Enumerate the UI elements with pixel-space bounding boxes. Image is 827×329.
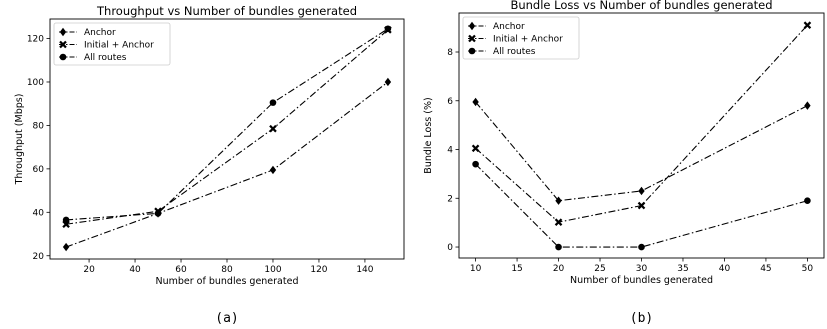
data-point bbox=[269, 124, 277, 133]
x-tick-label: 45 bbox=[760, 264, 771, 274]
legend-marker bbox=[468, 21, 476, 31]
y-tick-label: 100 bbox=[27, 78, 44, 88]
x-tick-label: 60 bbox=[175, 265, 187, 275]
data-point bbox=[62, 216, 70, 224]
legend-label: Anchor bbox=[493, 22, 525, 32]
plot-area bbox=[458, 12, 825, 259]
chart-bundle-loss: Bundle Loss vs Number of bundles generat… bbox=[423, 0, 825, 326]
plot-area bbox=[49, 18, 405, 260]
y-tick-label: 6 bbox=[447, 97, 453, 107]
chart-title: Throughput vs Number of bundles generate… bbox=[96, 4, 357, 18]
y-tick-label: 80 bbox=[33, 122, 45, 132]
series-anchor bbox=[62, 77, 392, 252]
data-point bbox=[638, 243, 645, 251]
x-tick-label: 10 bbox=[470, 264, 482, 274]
series-line bbox=[66, 28, 389, 221]
legend-marker bbox=[468, 34, 476, 43]
x-axis-label: Number of bundles generated bbox=[156, 276, 299, 287]
data-point bbox=[471, 144, 480, 153]
legend-box bbox=[462, 16, 580, 60]
x-tick-label: 40 bbox=[719, 264, 731, 274]
x-tick-label: 35 bbox=[677, 264, 688, 274]
x-tick-label: 80 bbox=[221, 265, 233, 275]
legend-marker bbox=[59, 40, 67, 49]
x-tick-label: 25 bbox=[594, 264, 605, 274]
y-tick-label: 60 bbox=[33, 165, 45, 175]
y-tick-label: 20 bbox=[33, 252, 45, 262]
data-point bbox=[803, 21, 812, 29]
data-point bbox=[804, 197, 811, 205]
chart-title: Bundle Loss vs Number of bundles generat… bbox=[510, 0, 772, 12]
data-point bbox=[554, 218, 563, 226]
series-all-routes bbox=[62, 25, 392, 224]
legend-label: Initial + Anchor bbox=[84, 41, 154, 51]
legend: Anchor Initial + Anchor All routes bbox=[53, 22, 171, 66]
legend-marker bbox=[59, 53, 67, 61]
x-axis-label: Number of bundles generated bbox=[570, 275, 713, 286]
legend-marker bbox=[59, 27, 67, 37]
y-tick-label: 40 bbox=[33, 209, 45, 219]
data-point bbox=[804, 101, 811, 110]
series-line bbox=[65, 81, 389, 248]
data-point bbox=[269, 165, 277, 175]
legend-entry: Initial + Anchor bbox=[468, 34, 563, 45]
x-tick-label: 20 bbox=[553, 264, 565, 274]
x-tick-label: 30 bbox=[636, 264, 648, 274]
series-line bbox=[66, 29, 389, 225]
legend-entry: Initial + Anchor bbox=[59, 40, 154, 51]
y-tick-label: 0 bbox=[447, 243, 453, 253]
legend-entry: Anchor bbox=[468, 21, 525, 32]
data-point bbox=[154, 210, 162, 217]
data-point bbox=[472, 160, 479, 168]
x-tick-label: 100 bbox=[264, 265, 281, 275]
data-point bbox=[269, 99, 277, 106]
data-point bbox=[637, 201, 646, 210]
data-point bbox=[384, 77, 392, 87]
legend-label: All routes bbox=[84, 53, 127, 63]
legend: Anchor Initial + Anchor All routes bbox=[462, 16, 580, 60]
series-line bbox=[475, 24, 808, 223]
legend-label: Initial + Anchor bbox=[493, 35, 563, 45]
data-point bbox=[638, 186, 645, 196]
y-axis-label: Bundle Loss (%) bbox=[423, 97, 434, 173]
y-tick-label: 8 bbox=[447, 48, 453, 58]
x-tick-label: 20 bbox=[83, 265, 95, 275]
data-point bbox=[555, 196, 562, 205]
y-tick-label: 4 bbox=[447, 146, 453, 156]
series-line bbox=[475, 101, 808, 202]
x-tick-label: 15 bbox=[511, 264, 522, 274]
legend-entry: All routes bbox=[59, 53, 127, 63]
subfigure-caption: (a) bbox=[215, 311, 238, 326]
data-point bbox=[472, 97, 479, 107]
x-tick-label: 40 bbox=[129, 265, 141, 275]
y-axis-label: Throughput (Mbps) bbox=[14, 94, 25, 186]
x-tick-label: 120 bbox=[310, 265, 327, 275]
legend-box bbox=[53, 22, 171, 66]
subfigure-caption: (b) bbox=[630, 311, 653, 326]
x-tick-label: 140 bbox=[356, 265, 373, 275]
legend-label: All routes bbox=[493, 47, 536, 57]
legend-entry: Anchor bbox=[59, 27, 116, 38]
y-tick-label: 120 bbox=[27, 35, 44, 45]
series-line bbox=[475, 163, 808, 248]
legend-marker bbox=[468, 47, 476, 55]
series-initial-anchor bbox=[471, 21, 812, 226]
legend-label: Anchor bbox=[84, 28, 116, 38]
data-point bbox=[555, 243, 562, 251]
series-all-routes bbox=[472, 160, 811, 251]
series-anchor bbox=[472, 97, 811, 205]
data-point bbox=[62, 242, 70, 252]
x-tick-label: 50 bbox=[802, 264, 814, 274]
data-point bbox=[384, 25, 392, 33]
legend-entry: All routes bbox=[468, 47, 536, 57]
chart-throughput: Throughput vs Number of bundles generate… bbox=[14, 4, 405, 326]
y-tick-label: 2 bbox=[447, 194, 453, 204]
